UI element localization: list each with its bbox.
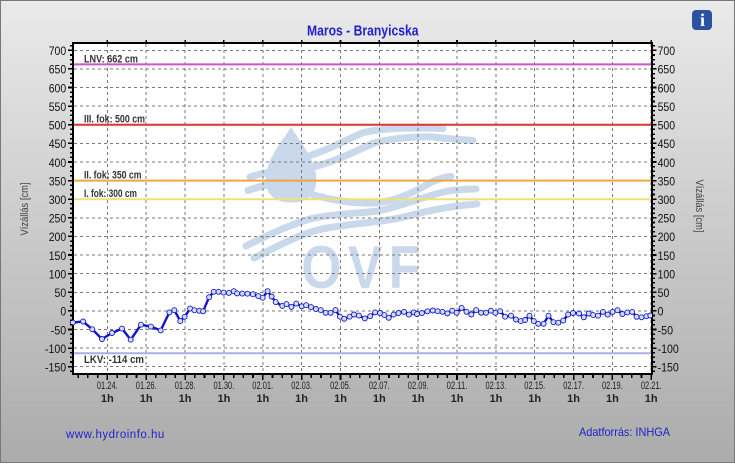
svg-text:02.21.: 02.21. [641, 380, 662, 392]
svg-text:-100: -100 [45, 342, 66, 356]
svg-text:1h: 1h [256, 393, 269, 405]
svg-text:01.30.: 01.30. [214, 380, 235, 392]
svg-text:550: 550 [658, 100, 676, 114]
svg-text:550: 550 [49, 100, 67, 114]
svg-text:02.03.: 02.03. [291, 380, 312, 392]
svg-text:02.11.: 02.11. [447, 380, 468, 392]
svg-text:02.05.: 02.05. [330, 380, 351, 392]
svg-text:1h: 1h [528, 393, 541, 405]
svg-text:01.24.: 01.24. [97, 380, 118, 392]
svg-text:50: 50 [658, 286, 670, 300]
svg-text:650: 650 [49, 63, 67, 77]
svg-text:-150: -150 [658, 361, 679, 375]
svg-text:Maros - Branyicska: Maros - Branyicska [307, 24, 419, 40]
svg-text:300: 300 [658, 193, 676, 207]
svg-text:350: 350 [658, 174, 676, 188]
svg-text:1h: 1h [217, 393, 230, 405]
svg-text:1h: 1h [295, 393, 308, 405]
svg-text:1h: 1h [101, 393, 114, 405]
svg-text:-150: -150 [45, 361, 66, 375]
svg-text:100: 100 [658, 267, 676, 281]
svg-text:200: 200 [49, 230, 67, 244]
svg-text:-50: -50 [51, 323, 67, 337]
svg-text:02.01.: 02.01. [252, 380, 273, 392]
svg-text:1h: 1h [489, 393, 502, 405]
svg-text:LNV: 662 cm: LNV: 662 cm [84, 53, 138, 65]
svg-text:1h: 1h [412, 393, 425, 405]
svg-text:650: 650 [658, 63, 676, 77]
svg-text:Vízállás [cm]: Vízállás [cm] [19, 183, 31, 236]
svg-text:-50: -50 [658, 323, 674, 337]
svg-text:600: 600 [658, 81, 676, 95]
svg-text:0: 0 [60, 305, 66, 319]
svg-text:02.07.: 02.07. [369, 380, 390, 392]
svg-text:01.28.: 01.28. [175, 380, 196, 392]
svg-text:500: 500 [658, 119, 676, 133]
svg-text:300: 300 [49, 193, 67, 207]
svg-text:1h: 1h [179, 393, 192, 405]
svg-text:350: 350 [49, 174, 67, 188]
svg-text:02.15.: 02.15. [524, 380, 545, 392]
svg-text:400: 400 [49, 156, 67, 170]
svg-text:1h: 1h [334, 393, 347, 405]
svg-text:02.13.: 02.13. [486, 380, 507, 392]
svg-text:Adatforrás: INHGA: Adatforrás: INHGA [579, 425, 670, 439]
svg-text:250: 250 [658, 212, 676, 226]
svg-text:OVF: OVF [301, 233, 426, 301]
svg-text:III. fok: 500 cm: III. fok: 500 cm [84, 114, 145, 126]
svg-text:1h: 1h [373, 393, 386, 405]
svg-text:1h: 1h [645, 393, 658, 405]
svg-text:-100: -100 [658, 342, 679, 356]
svg-text:500: 500 [49, 119, 67, 133]
svg-text:700: 700 [49, 44, 67, 58]
svg-text:600: 600 [49, 81, 67, 95]
svg-text:1h: 1h [451, 393, 464, 405]
svg-text:www.hydroinfo.hu: www.hydroinfo.hu [65, 429, 165, 441]
svg-text:200: 200 [658, 230, 676, 244]
svg-text:400: 400 [658, 156, 676, 170]
svg-text:150: 150 [49, 249, 67, 263]
svg-text:II. fok: 350 cm: II. fok: 350 cm [84, 170, 142, 182]
svg-text:I. fok: 300 cm: I. fok: 300 cm [84, 188, 137, 200]
svg-text:1h: 1h [606, 393, 619, 405]
svg-text:450: 450 [49, 137, 67, 151]
svg-text:02.17.: 02.17. [563, 380, 584, 392]
svg-text:1h: 1h [140, 393, 153, 405]
svg-text:02.19.: 02.19. [602, 380, 623, 392]
svg-text:150: 150 [658, 249, 676, 263]
svg-text:Vízállás [cm]: Vízállás [cm] [693, 180, 705, 233]
svg-text:0: 0 [658, 305, 664, 319]
svg-text:1h: 1h [567, 393, 580, 405]
svg-text:700: 700 [658, 44, 676, 58]
svg-text:01.26.: 01.26. [136, 380, 157, 392]
svg-text:02.09.: 02.09. [408, 380, 429, 392]
svg-text:250: 250 [49, 212, 67, 226]
svg-text:100: 100 [49, 267, 67, 281]
svg-text:450: 450 [658, 137, 676, 151]
svg-text:50: 50 [55, 286, 67, 300]
svg-text:i: i [700, 10, 705, 30]
svg-text:LKV: -114 cm: LKV: -114 cm [84, 354, 144, 366]
